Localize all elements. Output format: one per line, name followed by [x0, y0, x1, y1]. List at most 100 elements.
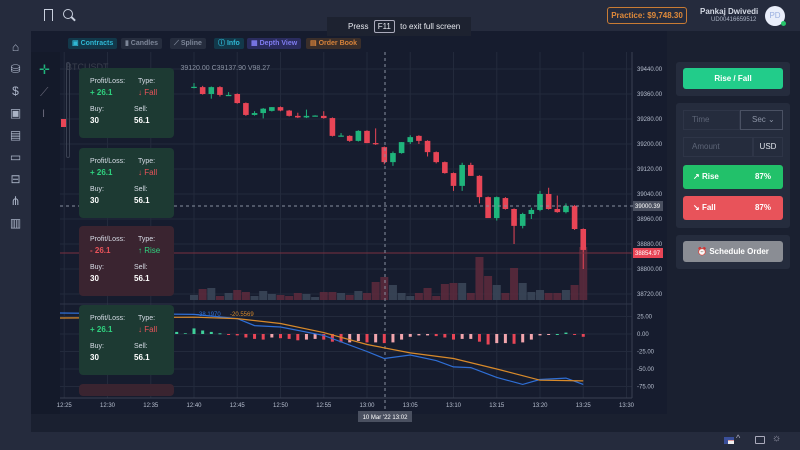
balance-badge[interactable]: Practice: $9,748.30: [607, 7, 687, 24]
time-input[interactable]: Time: [683, 110, 740, 130]
bookmark-icon[interactable]: [44, 9, 53, 21]
trades-scrollbar[interactable]: [66, 62, 70, 158]
candle-down: [329, 118, 336, 136]
time-axis-label: 13:20: [532, 403, 548, 409]
chevron-up-icon[interactable]: ^: [736, 433, 741, 443]
macd-histogram-bar: [218, 333, 222, 335]
candle-down: [485, 197, 491, 219]
trade-card[interactable]: Profit/Loss: + 26.1 Type: ↓ Fall Buy: 30…: [79, 305, 174, 375]
avatar[interactable]: PD: [765, 6, 785, 26]
macd-histogram-bar: [564, 332, 568, 334]
volume-bar: [371, 282, 380, 300]
type-value: ↓ Fall: [138, 325, 158, 334]
trade-card[interactable]: Profit/Loss: + 26.1 Type: ↓ Fall Buy: 30…: [79, 68, 174, 138]
macd-histogram-bar: [374, 334, 378, 343]
volume-bar: [190, 295, 198, 300]
wallet-icon[interactable]: ▭: [9, 150, 22, 164]
time-axis-label: 12:30: [100, 403, 116, 409]
volume-bar: [267, 294, 276, 300]
fall-payout: 87%: [754, 203, 771, 212]
sell-label: Sell:: [134, 186, 148, 193]
text-tool-icon[interactable]: I: [42, 108, 46, 120]
search-icon[interactable]: [63, 9, 73, 19]
pl-value: - 26.1: [90, 246, 111, 255]
candle-down: [372, 143, 379, 145]
contacts-icon[interactable]: ▣: [9, 106, 22, 120]
candle-down: [502, 198, 509, 209]
buy-value: 30: [90, 353, 99, 362]
buy-label: Buy:: [90, 343, 105, 350]
macd-histogram-bar: [322, 334, 326, 340]
trade-card[interactable]: Profit/Loss: + 26.1 Type: ↓ Fall Buy: 30…: [79, 148, 174, 218]
brightness-icon[interactable]: ☼: [772, 433, 782, 444]
time-unit-select[interactable]: Sec ⌄: [740, 110, 783, 130]
time-axis-label: 13:30: [619, 403, 635, 409]
macd-histogram-bar: [270, 334, 274, 338]
spline-button[interactable]: ⟋ Spline: [170, 38, 206, 49]
amount-input[interactable]: Amount: [683, 137, 753, 157]
volume-bar: [484, 276, 493, 300]
trade-card[interactable]: Profit/Loss: - 26.1 Type: ↑ Rise Buy: 30…: [79, 226, 174, 296]
candle-up: [191, 86, 197, 89]
crosshair-time-label: 10 Mar '22 13:02: [363, 415, 409, 421]
buy-label: Buy:: [90, 106, 105, 113]
type-label: Type:: [138, 315, 156, 322]
macd-histogram-bar: [400, 334, 404, 340]
rise-button[interactable]: ↗ Rise 87%: [683, 165, 783, 189]
candle-down: [286, 110, 292, 116]
sell-label: Sell:: [134, 106, 148, 113]
home-icon[interactable]: ⌂: [11, 40, 20, 54]
trade-card-partial[interactable]: [79, 384, 174, 396]
macd-histogram-bar: [382, 334, 386, 344]
trendline-tool-icon[interactable]: ⟋: [40, 85, 49, 99]
depth-view-button[interactable]: ▦ Depth View: [247, 38, 302, 49]
volume-bar: [224, 293, 233, 300]
rise-fall-button[interactable]: Rise / Fall: [683, 68, 783, 89]
pl-label: Profit/Loss:: [90, 315, 126, 322]
last-price-label: 38854.97: [635, 251, 661, 257]
price-axis-label: 38800.00: [637, 267, 663, 273]
candle-up: [390, 153, 396, 163]
candles-button[interactable]: ▮ Candles: [121, 38, 163, 49]
time-axis-label: 12:45: [230, 403, 246, 409]
macd-histogram-bar: [183, 333, 187, 334]
macd-histogram-bar: [547, 334, 551, 335]
pl-label: Profit/Loss:: [90, 158, 126, 165]
schedule-order-button[interactable]: ⏰ Schedule Order: [683, 241, 783, 262]
crosshair-tool-icon[interactable]: ✛: [39, 62, 50, 77]
macd-histogram-bar: [512, 334, 516, 344]
volume-bar: [259, 291, 268, 300]
coins-icon[interactable]: ⛁: [10, 62, 21, 76]
briefcase-icon[interactable]: ⊟: [10, 172, 21, 186]
notebook-icon[interactable]: ▤: [9, 128, 22, 142]
screen-icon[interactable]: [755, 436, 765, 444]
volume-bar: [293, 293, 302, 300]
time-axis-label: 13:05: [403, 403, 419, 409]
order-book-button[interactable]: ▤ Order Book: [306, 38, 362, 49]
network-icon[interactable]: ⋔: [10, 194, 21, 208]
ohlc-legend: BTCUSDT 39120.00 C39137.90 V98.27: [66, 62, 270, 72]
hint-press: Press: [348, 22, 369, 31]
dollar-icon[interactable]: $: [12, 84, 19, 98]
macd-histogram-bar: [244, 334, 248, 338]
fall-button[interactable]: ↘ Fall 87%: [683, 196, 783, 220]
contracts-label: Contracts: [80, 40, 114, 47]
volume-bar: [492, 285, 501, 300]
sidebar: ⌂ ⛁ $ ▣ ▤ ▭ ⊟ ⋔ ▥: [0, 31, 31, 432]
time-unit-value: Sec: [752, 115, 766, 124]
sell-label: Sell:: [134, 264, 148, 271]
info-button[interactable]: ⓘ Info: [214, 38, 244, 49]
us-flag-icon[interactable]: [724, 437, 734, 444]
macd-histogram-bar: [452, 334, 455, 340]
volume-bar: [328, 292, 337, 300]
volume-bar: [432, 296, 441, 300]
contracts-button[interactable]: ▣ Contracts: [68, 38, 118, 49]
volume-bar: [440, 284, 449, 300]
price-axis-label: 38880.00: [637, 242, 663, 248]
macd-histogram-bar: [495, 334, 499, 344]
candle-down: [468, 164, 474, 176]
crosshair-price-label: 39000.39: [635, 204, 661, 210]
report-icon[interactable]: ▥: [9, 216, 22, 230]
buy-value: 30: [90, 116, 99, 125]
